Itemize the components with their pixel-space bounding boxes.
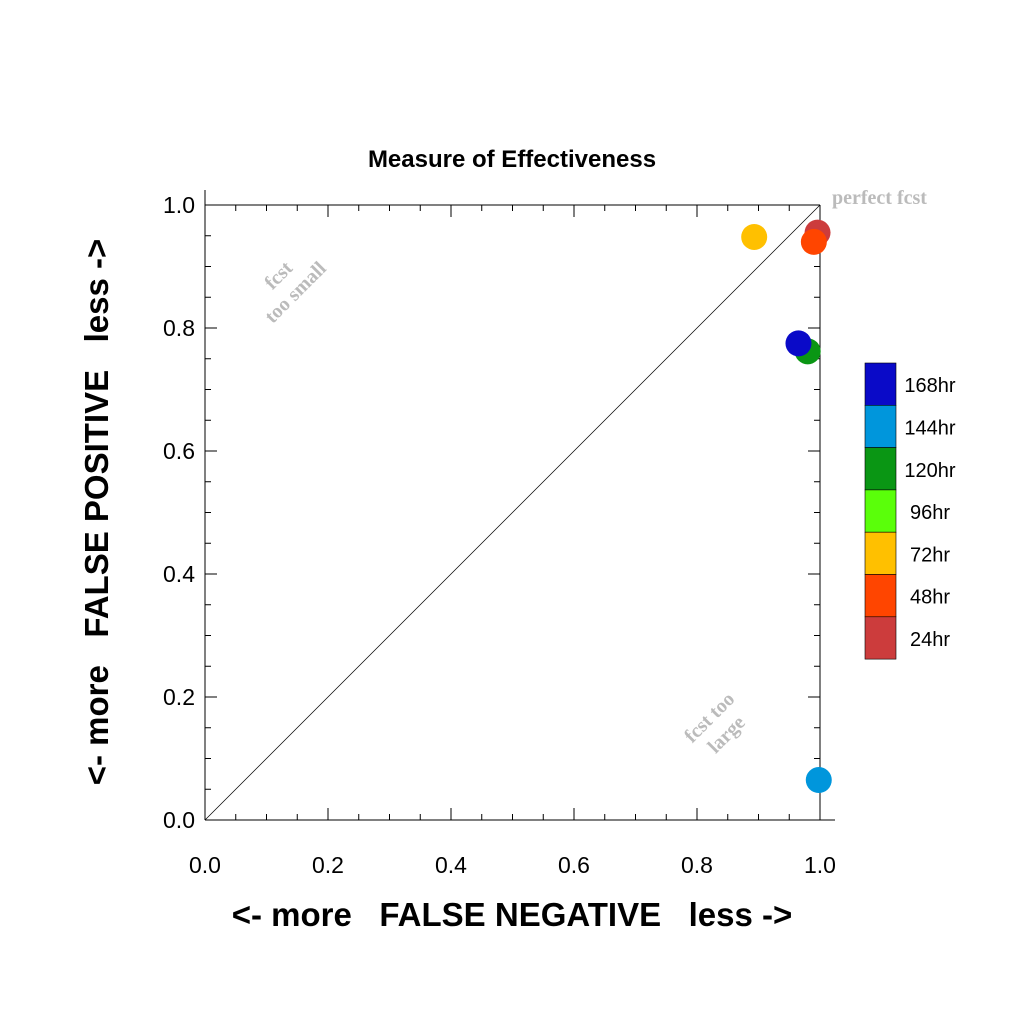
data-points — [741, 219, 832, 794]
diagonal-reference-line — [204, 204, 821, 821]
data-point-72hr — [741, 223, 768, 250]
y-tick-label: 0.6 — [163, 438, 195, 464]
legend-label: 144hr — [904, 417, 955, 439]
legend-label: 96hr — [910, 502, 950, 524]
x-tick-label: 0.4 — [435, 852, 467, 878]
x-tick-label: 0.0 — [189, 852, 221, 878]
annotation-forecast-too-large: fcst too large — [680, 688, 750, 758]
y-tick-label: 0.0 — [163, 807, 195, 833]
data-point-48hr — [800, 228, 827, 255]
legend-label: 168hr — [904, 375, 955, 397]
legend-swatch-144hr — [864, 404, 897, 448]
legend-swatch-48hr — [864, 574, 897, 618]
legend-swatch-168hr — [864, 362, 897, 406]
legend-label: 48hr — [910, 587, 950, 609]
data-point-144hr — [805, 767, 832, 794]
x-tick-label: 0.8 — [681, 852, 713, 878]
data-point-168hr — [785, 330, 812, 357]
y-tick-label: 0.2 — [163, 684, 195, 710]
legend-label: 120hr — [904, 460, 955, 482]
y-axis-label: <- more FALSE POSITIVE less -> — [78, 239, 115, 786]
x-tick-label: 0.2 — [312, 852, 344, 878]
legend-label: 24hr — [910, 629, 950, 651]
legend-swatch-24hr — [864, 616, 897, 660]
plot-axes: 0.0 0.2 0.4 0.6 0.8 1.0 0.0 0.2 0.4 0.6 0.8 1.0 — [163, 190, 836, 878]
y-tick-label: 0.4 — [163, 561, 195, 587]
x-tick-label: 1.0 — [804, 852, 836, 878]
y-tick-label: 0.8 — [163, 315, 195, 341]
x-tick-label: 0.6 — [558, 852, 590, 878]
chart-title: Measure of Effectiveness — [368, 146, 656, 173]
legend: 168hr 144hr 120hr 96hr 72hr 48hr 24hr — [864, 362, 956, 660]
x-axis-label: <- more FALSE NEGATIVE less -> — [232, 896, 793, 933]
annotation-perfect-forecast: perfect fcst — [832, 187, 927, 209]
legend-swatch-120hr — [864, 447, 897, 491]
y-tick-label: 1.0 — [163, 192, 195, 218]
legend-swatch-72hr — [864, 531, 897, 575]
legend-swatch-96hr — [864, 489, 897, 533]
legend-label: 72hr — [910, 544, 950, 566]
annotation-forecast-too-small: fcst too small — [260, 257, 331, 328]
